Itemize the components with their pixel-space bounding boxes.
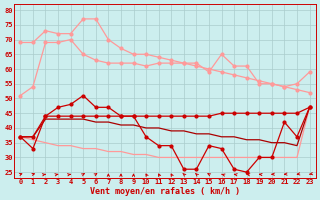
X-axis label: Vent moyen/en rafales ( km/h ): Vent moyen/en rafales ( km/h ) [90, 187, 240, 196]
